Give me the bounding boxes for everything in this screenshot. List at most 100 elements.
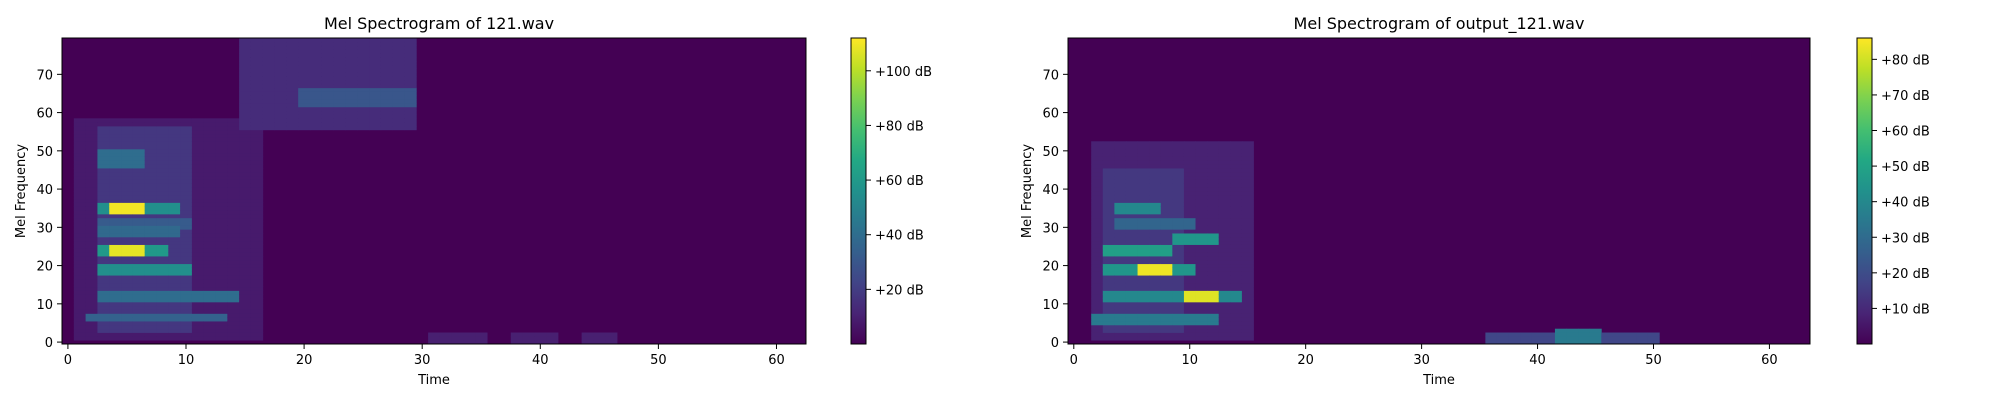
heatmap-cell	[1218, 271, 1231, 276]
heatmap-cell	[369, 125, 382, 131]
heatmap-cell	[262, 125, 275, 131]
heatmap-cell	[1195, 332, 1208, 337]
heatmap-cell	[321, 64, 335, 69]
heatmap-cell	[215, 221, 228, 226]
heatmap-cell	[286, 68, 299, 73]
heatmap-cell	[168, 122, 181, 127]
heatmap-cell	[1218, 259, 1231, 265]
heatmap-cell	[121, 248, 134, 253]
heatmap-cell	[357, 95, 370, 100]
heatmap-cell	[333, 38, 346, 43]
heatmap-cell	[239, 168, 252, 173]
x-tick-label: 60	[1761, 353, 1778, 368]
heatmap-cell	[369, 87, 382, 92]
heatmap-cell	[227, 263, 240, 268]
heatmap-cell	[239, 206, 252, 211]
heatmap-cell	[1149, 145, 1162, 150]
heatmap-cell	[85, 156, 98, 161]
heatmap-cell	[215, 305, 228, 310]
heatmap-cell	[132, 217, 146, 222]
heatmap-cell	[1114, 252, 1127, 257]
heatmap-cell	[1207, 145, 1220, 150]
heatmap-cell	[1195, 179, 1208, 184]
heatmap-cell	[85, 179, 98, 184]
heatmap-cell	[215, 179, 228, 184]
heatmap-cell	[380, 49, 394, 54]
heatmap-cell	[286, 106, 299, 112]
heatmap-cell	[156, 164, 169, 169]
heatmap-cell	[156, 286, 169, 291]
heatmap-cell	[321, 118, 335, 123]
heatmap-cell	[357, 83, 370, 89]
heatmap-cell	[203, 141, 216, 146]
heatmap-cell	[274, 49, 287, 54]
heatmap-cell	[1566, 336, 1579, 341]
heatmap-cell	[109, 137, 122, 142]
heatmap-cell	[1207, 252, 1220, 257]
heatmap-cell	[1149, 194, 1162, 200]
heatmap-cell	[581, 340, 594, 345]
heatmap-cell	[215, 286, 228, 291]
heatmap-cell	[1114, 336, 1127, 341]
heatmap-cell	[85, 198, 98, 203]
heatmap-cell	[109, 301, 122, 307]
heatmap-cell	[1241, 271, 1254, 276]
heatmap-cell	[369, 53, 382, 58]
heatmap-cell	[203, 198, 216, 203]
heatmap-cell	[1183, 229, 1196, 234]
heatmap-cell	[203, 122, 216, 127]
heatmap-cell	[227, 301, 240, 307]
heatmap-cell	[85, 301, 98, 307]
heatmap-cell	[97, 191, 110, 196]
heatmap-cell	[1230, 263, 1243, 268]
heatmap-cell	[168, 179, 181, 184]
heatmap-cell	[298, 125, 311, 131]
heatmap-cell	[1172, 171, 1185, 177]
heatmap-cell	[534, 340, 547, 345]
heatmap-cell	[1183, 298, 1196, 303]
heatmap-cell	[132, 152, 146, 157]
heatmap-cell	[404, 87, 417, 92]
heatmap-cell	[1114, 152, 1127, 157]
heatmap-cell	[298, 41, 311, 47]
heatmap-cell	[1195, 171, 1208, 177]
heatmap-cell	[227, 259, 240, 265]
heatmap-cell	[168, 332, 181, 337]
heatmap-cell	[1207, 236, 1220, 242]
heatmap-cell	[168, 275, 181, 280]
heatmap-cell	[97, 168, 110, 173]
heatmap-cell	[1230, 236, 1243, 242]
heatmap-cell	[286, 87, 299, 92]
heatmap-cell	[239, 141, 252, 146]
heatmap-cell	[168, 152, 181, 157]
heatmap-cell	[203, 168, 216, 173]
heatmap-cell	[439, 336, 453, 341]
heatmap-cell	[1183, 225, 1196, 230]
heatmap-cell	[156, 321, 169, 326]
heatmap-cell	[1218, 282, 1231, 288]
heatmap-cell	[109, 259, 122, 265]
heatmap-cell	[1091, 206, 1104, 211]
heatmap-cell	[132, 298, 146, 303]
heatmap-cell	[1102, 206, 1115, 211]
heatmap-cell	[156, 202, 169, 207]
heatmap-cell	[73, 240, 87, 245]
heatmap-cell	[203, 267, 216, 272]
heatmap-cell	[1125, 286, 1138, 291]
heatmap-cell	[180, 332, 193, 337]
heatmap-cell	[250, 233, 264, 238]
heatmap-cell	[191, 152, 205, 157]
heatmap-cell	[1195, 233, 1208, 238]
heatmap-cell	[1230, 213, 1243, 219]
heatmap-cell	[1207, 298, 1220, 303]
heatmap-cell	[1160, 248, 1173, 253]
heatmap-cell	[1195, 313, 1208, 318]
heatmap-cell	[85, 118, 98, 123]
heatmap-cell	[1207, 301, 1220, 307]
heatmap-cell	[1160, 187, 1173, 192]
heatmap-cell	[1114, 160, 1127, 165]
heatmap-cell	[1125, 275, 1138, 280]
heatmap-cell	[144, 164, 157, 169]
heatmap-cell	[1172, 259, 1185, 265]
heatmap-cell	[357, 64, 370, 69]
